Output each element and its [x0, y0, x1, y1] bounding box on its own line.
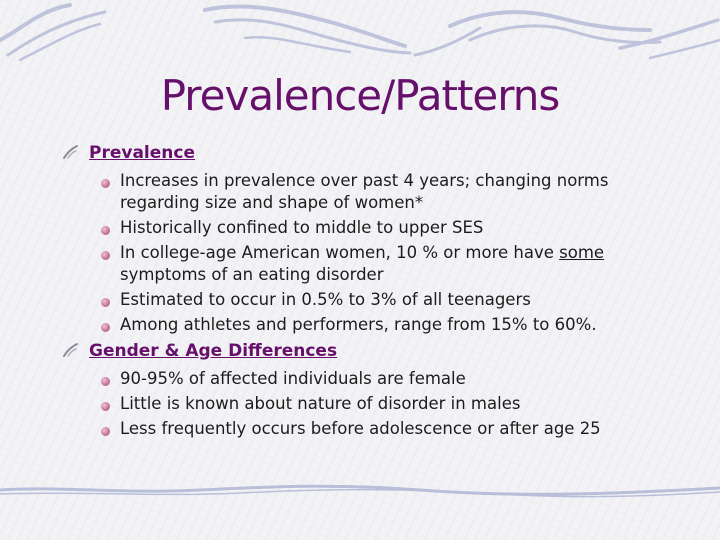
pink-dot-icon [101, 377, 110, 386]
bullet-text-part: symptoms of an eating disorder [120, 265, 384, 284]
pink-dot-icon [101, 323, 110, 332]
bullet-item: 90-95% of affected individuals are femal… [62, 368, 692, 390]
bullet-text: Increases in prevalence over past 4 year… [120, 171, 609, 212]
bullet-text: In college-age American women, 10 % or m… [120, 243, 604, 284]
bullet-item: Estimated to occur in 0.5% to 3% of all … [62, 289, 692, 311]
bullet-text: Less frequently occurs before adolescenc… [120, 419, 601, 438]
bullet-item: Historically confined to middle to upper… [62, 217, 692, 239]
bullet-text: 90-95% of affected individuals are femal… [120, 369, 466, 388]
pink-dot-icon [101, 179, 110, 188]
pink-dot-icon [101, 226, 110, 235]
bullet-item: In college-age American women, 10 % or m… [62, 242, 692, 286]
pink-dot-icon [101, 298, 110, 307]
slide-content: Prevalence Increases in prevalence over … [62, 141, 692, 443]
slide-title: Prevalence/Patterns [160, 71, 561, 120]
quill-stroke-icon [63, 145, 78, 159]
emphasized-word: some [559, 243, 605, 262]
quill-stroke-icon [63, 343, 78, 357]
bullet-text: Among athletes and performers, range fro… [120, 315, 597, 334]
bullet-item: Little is known about nature of disorder… [62, 393, 692, 415]
pink-dot-icon [101, 251, 110, 260]
bullet-item: Among athletes and performers, range fro… [62, 314, 692, 336]
bullet-item: Increases in prevalence over past 4 year… [62, 170, 692, 214]
pink-dot-icon [101, 427, 110, 436]
section-heading-label: Prevalence [89, 143, 195, 163]
bullet-item: Less frequently occurs before adolescenc… [62, 418, 692, 440]
section-heading-label: Gender & Age Differences [89, 341, 338, 361]
top-swirl-decoration [0, 3, 720, 62]
pink-dot-icon [101, 402, 110, 411]
bullet-text: Little is known about nature of disorder… [120, 394, 521, 413]
bottom-wave-decoration [0, 484, 720, 498]
section-heading-gender-age: Gender & Age Differences [62, 339, 692, 363]
bullet-text: Estimated to occur in 0.5% to 3% of all … [120, 290, 531, 309]
bullet-text: Historically confined to middle to upper… [120, 218, 484, 237]
section-heading-prevalence: Prevalence [62, 141, 692, 165]
bullet-text-part: In college-age American women, 10 % or m… [120, 243, 560, 262]
